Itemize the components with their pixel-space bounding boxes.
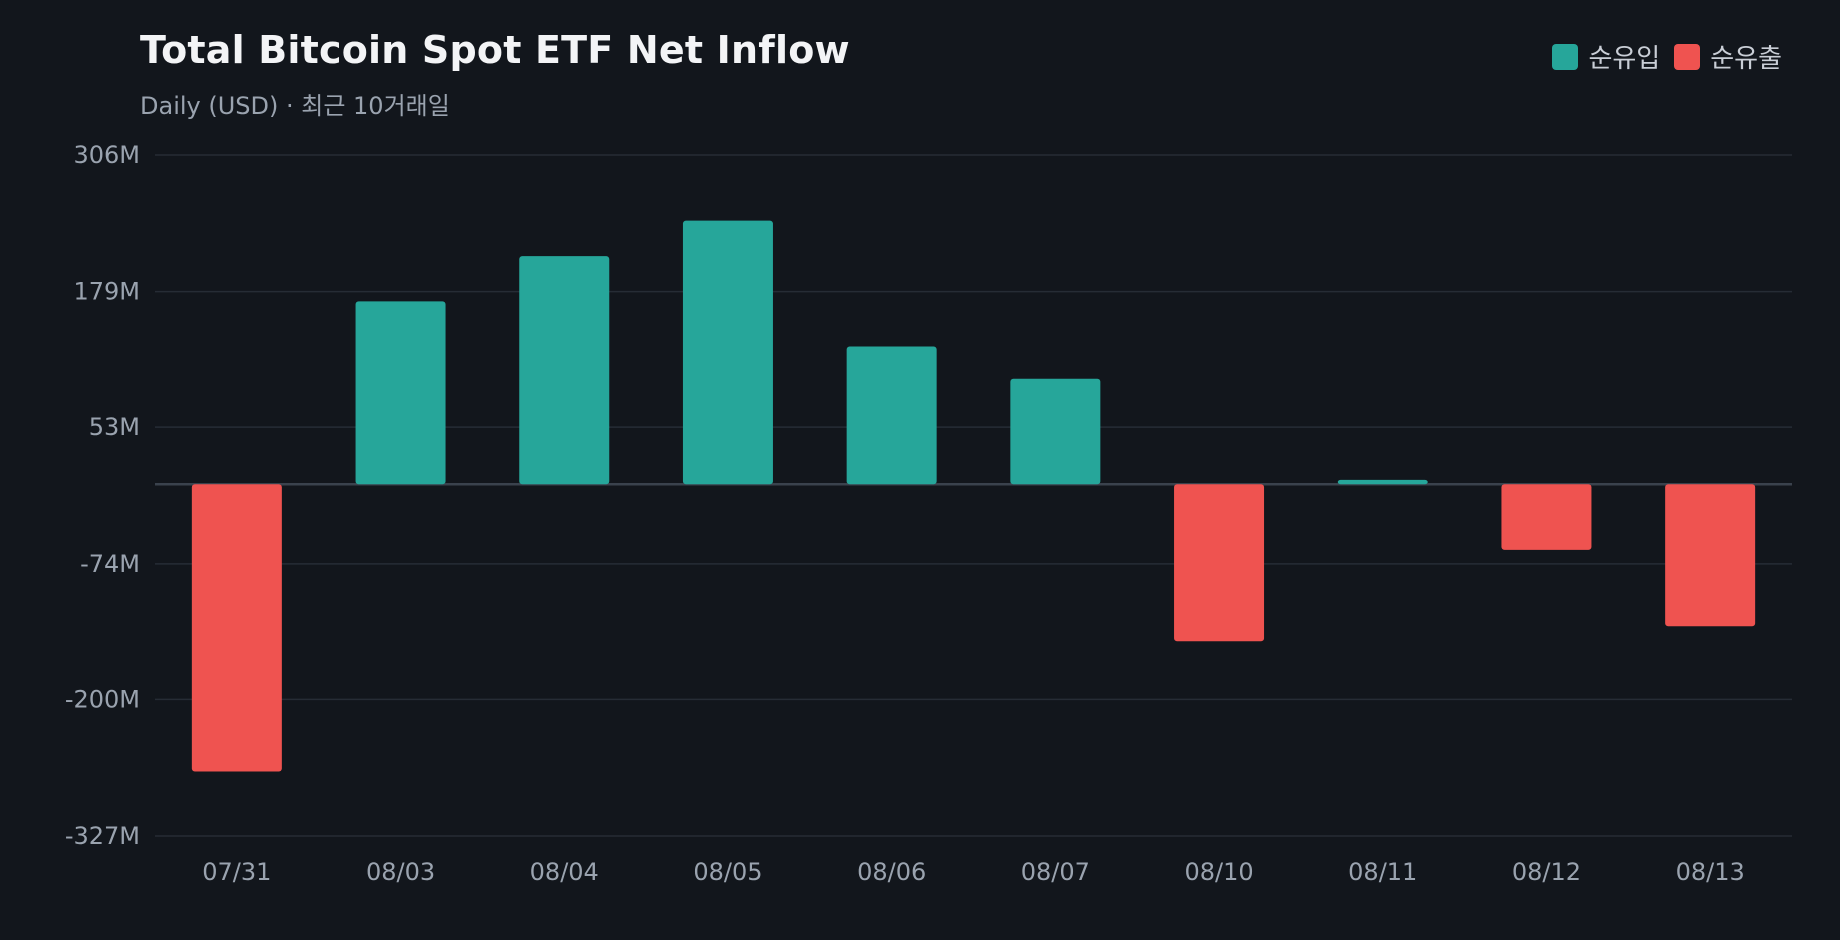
x-tick-label: 07/31 [202,858,271,886]
x-tick-label: 08/04 [530,858,599,886]
y-tick-label: 179M [73,278,140,306]
bar-08-13[interactable] [1665,484,1756,627]
legend-item-outflow[interactable]: 순유출 [1674,38,1782,75]
bar-08-07[interactable] [1010,378,1101,485]
bar-08-06[interactable] [846,346,937,485]
bar-08-10[interactable] [1174,484,1265,642]
x-tick-label: 08/05 [693,858,762,886]
y-tick-label: 306M [73,141,140,169]
x-tick-label: 08/13 [1676,858,1745,886]
x-tick-label: 08/12 [1512,858,1581,886]
bar-08-04[interactable] [519,256,610,485]
x-tick-label: 08/10 [1184,858,1253,886]
legend-item-inflow[interactable]: 순유입 [1552,38,1660,75]
y-tick-label: -327M [65,822,140,850]
bar-08-11[interactable] [1337,479,1428,485]
y-tick-label: 53M [89,413,140,441]
bar-08-03[interactable] [355,301,446,485]
x-tick-label: 08/03 [366,858,435,886]
legend-swatch-outflow [1674,43,1701,70]
bar-08-05[interactable] [682,220,773,485]
chart-title: Total Bitcoin Spot ETF Net Inflow [140,28,850,72]
x-tick-label: 08/07 [1021,858,1090,886]
bar-07-31[interactable] [191,484,282,772]
x-tick-label: 08/06 [857,858,926,886]
legend-swatch-inflow [1552,43,1579,70]
chart-legend: 순유입 순유출 [1552,38,1782,75]
bar-08-12[interactable] [1501,484,1592,550]
y-tick-label: -200M [65,685,140,713]
legend-label-inflow: 순유입 [1588,44,1661,74]
chart-subtitle: Daily (USD) · 최근 10거래일 [140,92,450,120]
y-tick-label: -74M [80,550,140,578]
legend-label-outflow: 순유출 [1710,44,1782,74]
x-tick-label: 08/11 [1348,858,1417,886]
